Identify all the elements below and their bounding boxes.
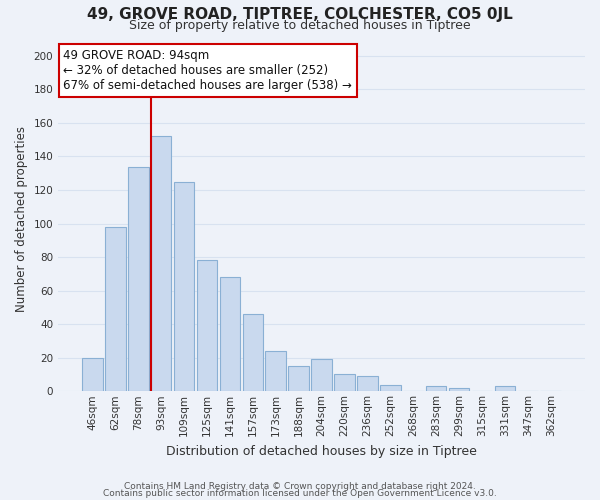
Bar [197, 260, 217, 392]
Text: 49, GROVE ROAD, TIPTREE, COLCHESTER, CO5 0JL: 49, GROVE ROAD, TIPTREE, COLCHESTER, CO5… [87, 8, 513, 22]
Text: 49 GROVE ROAD: 94sqm
← 32% of detached houses are smaller (252)
67% of semi-deta: 49 GROVE ROAD: 94sqm ← 32% of detached h… [64, 49, 352, 92]
Text: Contains HM Land Registry data © Crown copyright and database right 2024.: Contains HM Land Registry data © Crown c… [124, 482, 476, 491]
Bar [151, 136, 172, 392]
Bar [449, 388, 469, 392]
Bar [82, 358, 103, 392]
Bar [105, 227, 125, 392]
Bar [128, 166, 149, 392]
Bar [380, 384, 401, 392]
Bar [242, 314, 263, 392]
Bar [174, 182, 194, 392]
Bar [494, 386, 515, 392]
Bar [289, 366, 309, 392]
Text: Contains public sector information licensed under the Open Government Licence v3: Contains public sector information licen… [103, 489, 497, 498]
Bar [426, 386, 446, 392]
Bar [334, 374, 355, 392]
Bar [357, 376, 378, 392]
Y-axis label: Number of detached properties: Number of detached properties [15, 126, 28, 312]
Bar [311, 360, 332, 392]
X-axis label: Distribution of detached houses by size in Tiptree: Distribution of detached houses by size … [166, 444, 477, 458]
Bar [220, 277, 240, 392]
Bar [265, 351, 286, 392]
Text: Size of property relative to detached houses in Tiptree: Size of property relative to detached ho… [129, 19, 471, 32]
